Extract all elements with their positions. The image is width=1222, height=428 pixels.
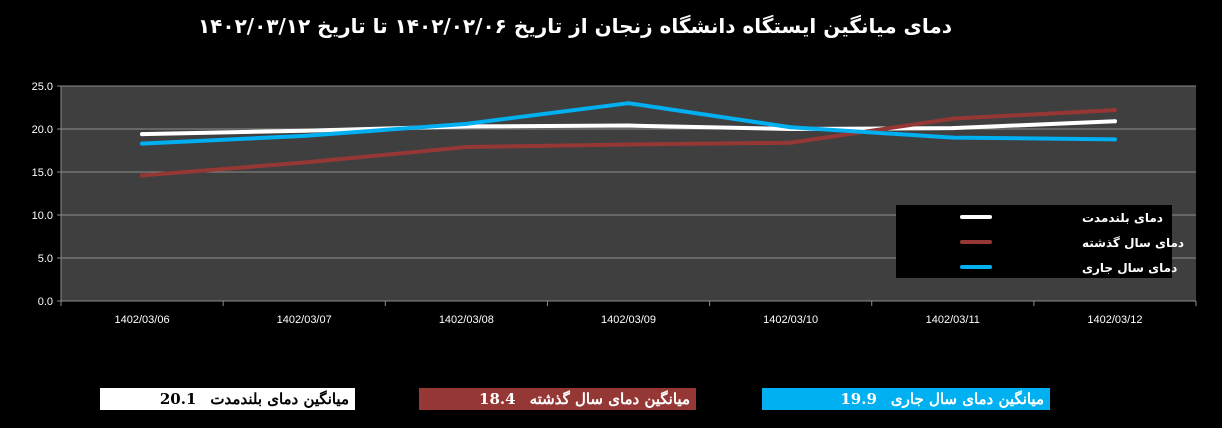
chart-title: دمای میانگین ایستگاه دانشگاه زنجان از تا… — [197, 14, 953, 38]
data-point — [950, 126, 955, 131]
y-tick-label: 0.0 — [38, 296, 53, 308]
data-point — [626, 123, 631, 128]
data-point — [788, 140, 793, 145]
lastyear-average-label: میانگین دمای سال گذشته — [529, 390, 690, 408]
current-average-badge: میانگین دمای سال جاری 19.9 — [762, 388, 1050, 410]
y-tick-label: 20.0 — [32, 124, 53, 136]
y-tick-label: 25.0 — [32, 81, 53, 93]
legend-label: دمای سال گذشته — [1082, 236, 1184, 250]
data-point — [626, 142, 631, 147]
data-point — [626, 101, 631, 106]
x-tick-label: 1402/03/09 — [601, 314, 656, 326]
x-tick-label: 1402/03/07 — [277, 314, 332, 326]
longterm-average-badge: میانگین دمای بلندمدت 20.1 — [100, 388, 355, 410]
data-point — [302, 128, 307, 133]
x-tick-label: 1402/03/08 — [439, 314, 494, 326]
x-tick-label: 1402/03/11 — [926, 314, 980, 326]
current-average-value: 19.9 — [840, 390, 877, 408]
x-tick-label: 1402/03/10 — [763, 314, 818, 326]
data-point — [1112, 137, 1117, 142]
data-point — [1112, 108, 1117, 113]
legend-label: دمای بلندمدت — [1082, 211, 1163, 225]
y-tick-label: 10.0 — [32, 210, 53, 222]
legend-box — [896, 205, 1172, 278]
longterm-average-label: میانگین دمای بلندمدت — [210, 390, 349, 408]
data-point — [788, 125, 793, 130]
data-point — [140, 141, 145, 146]
data-point — [950, 135, 955, 140]
lastyear-average-badge: میانگین دمای سال گذشته 18.4 — [419, 388, 696, 410]
data-point — [1112, 119, 1117, 124]
data-point — [302, 133, 307, 138]
lastyear-average-value: 18.4 — [479, 390, 516, 408]
data-point — [950, 116, 955, 121]
longterm-average-value: 20.1 — [159, 390, 197, 408]
y-tick-label: 5.0 — [38, 253, 53, 265]
data-point — [302, 160, 307, 165]
x-tick-label: 1402/03/12 — [1087, 314, 1142, 326]
data-point — [464, 145, 469, 150]
data-point — [140, 132, 145, 137]
legend-label: دمای سال جاری — [1082, 261, 1177, 275]
y-tick-label: 15.0 — [32, 167, 53, 179]
data-point — [464, 121, 469, 126]
line-chart: 0.0 5.0 10.0 15.0 20.0 25.0 1402/03/06 1402/03/… — [32, 81, 1197, 326]
x-tick-label: 1402/03/06 — [115, 314, 170, 326]
data-point — [140, 173, 145, 178]
current-average-label: میانگین دمای سال جاری — [890, 390, 1044, 408]
